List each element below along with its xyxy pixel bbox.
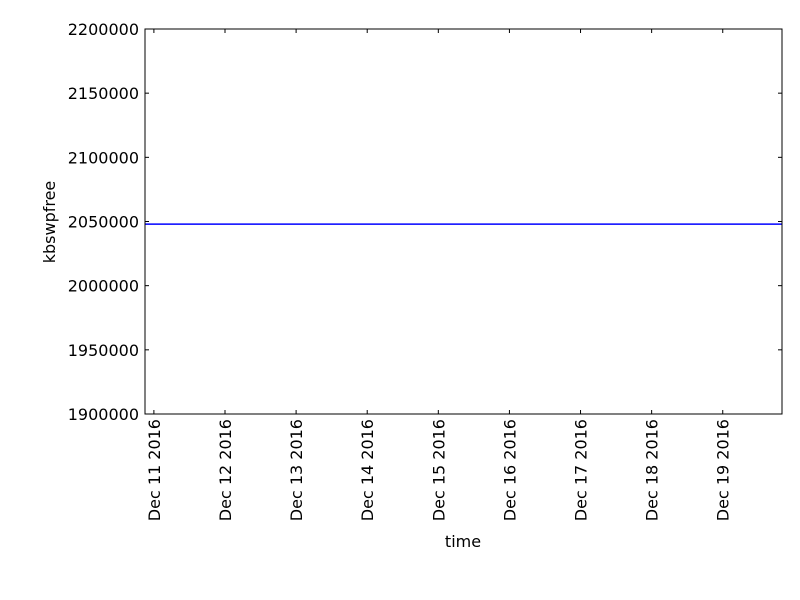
y-tick-label: 2100000 [68,148,139,167]
x-axis-label: time [445,532,481,551]
plot-frame [144,28,783,415]
x-tick-label: Dec 11 2016 [145,419,164,521]
x-tick-label: Dec 14 2016 [358,419,377,521]
x-tick-label: Dec 13 2016 [287,419,306,521]
x-tick-label: Dec 18 2016 [643,419,662,521]
y-tick-label: 1950000 [68,341,139,360]
y-tick-label: 2150000 [68,84,139,103]
y-tick-label: 2200000 [68,20,139,39]
x-tick-label: Dec 12 2016 [216,419,235,521]
x-tick-label: Dec 16 2016 [500,419,519,521]
y-tick-label: 1900000 [68,405,139,424]
x-tick-label: Dec 17 2016 [572,419,591,521]
y-axis-label: kbswpfree [40,181,59,264]
y-tick-label: 2050000 [68,213,139,232]
x-tick-label: Dec 19 2016 [714,419,733,521]
plot-area [145,29,782,414]
y-tick-label: 2000000 [68,277,139,296]
tick-labels-layer: 1900000 1950000 2000000 2050000 2100000 21500… [68,20,733,521]
x-tick-label: Dec 15 2016 [429,419,448,521]
